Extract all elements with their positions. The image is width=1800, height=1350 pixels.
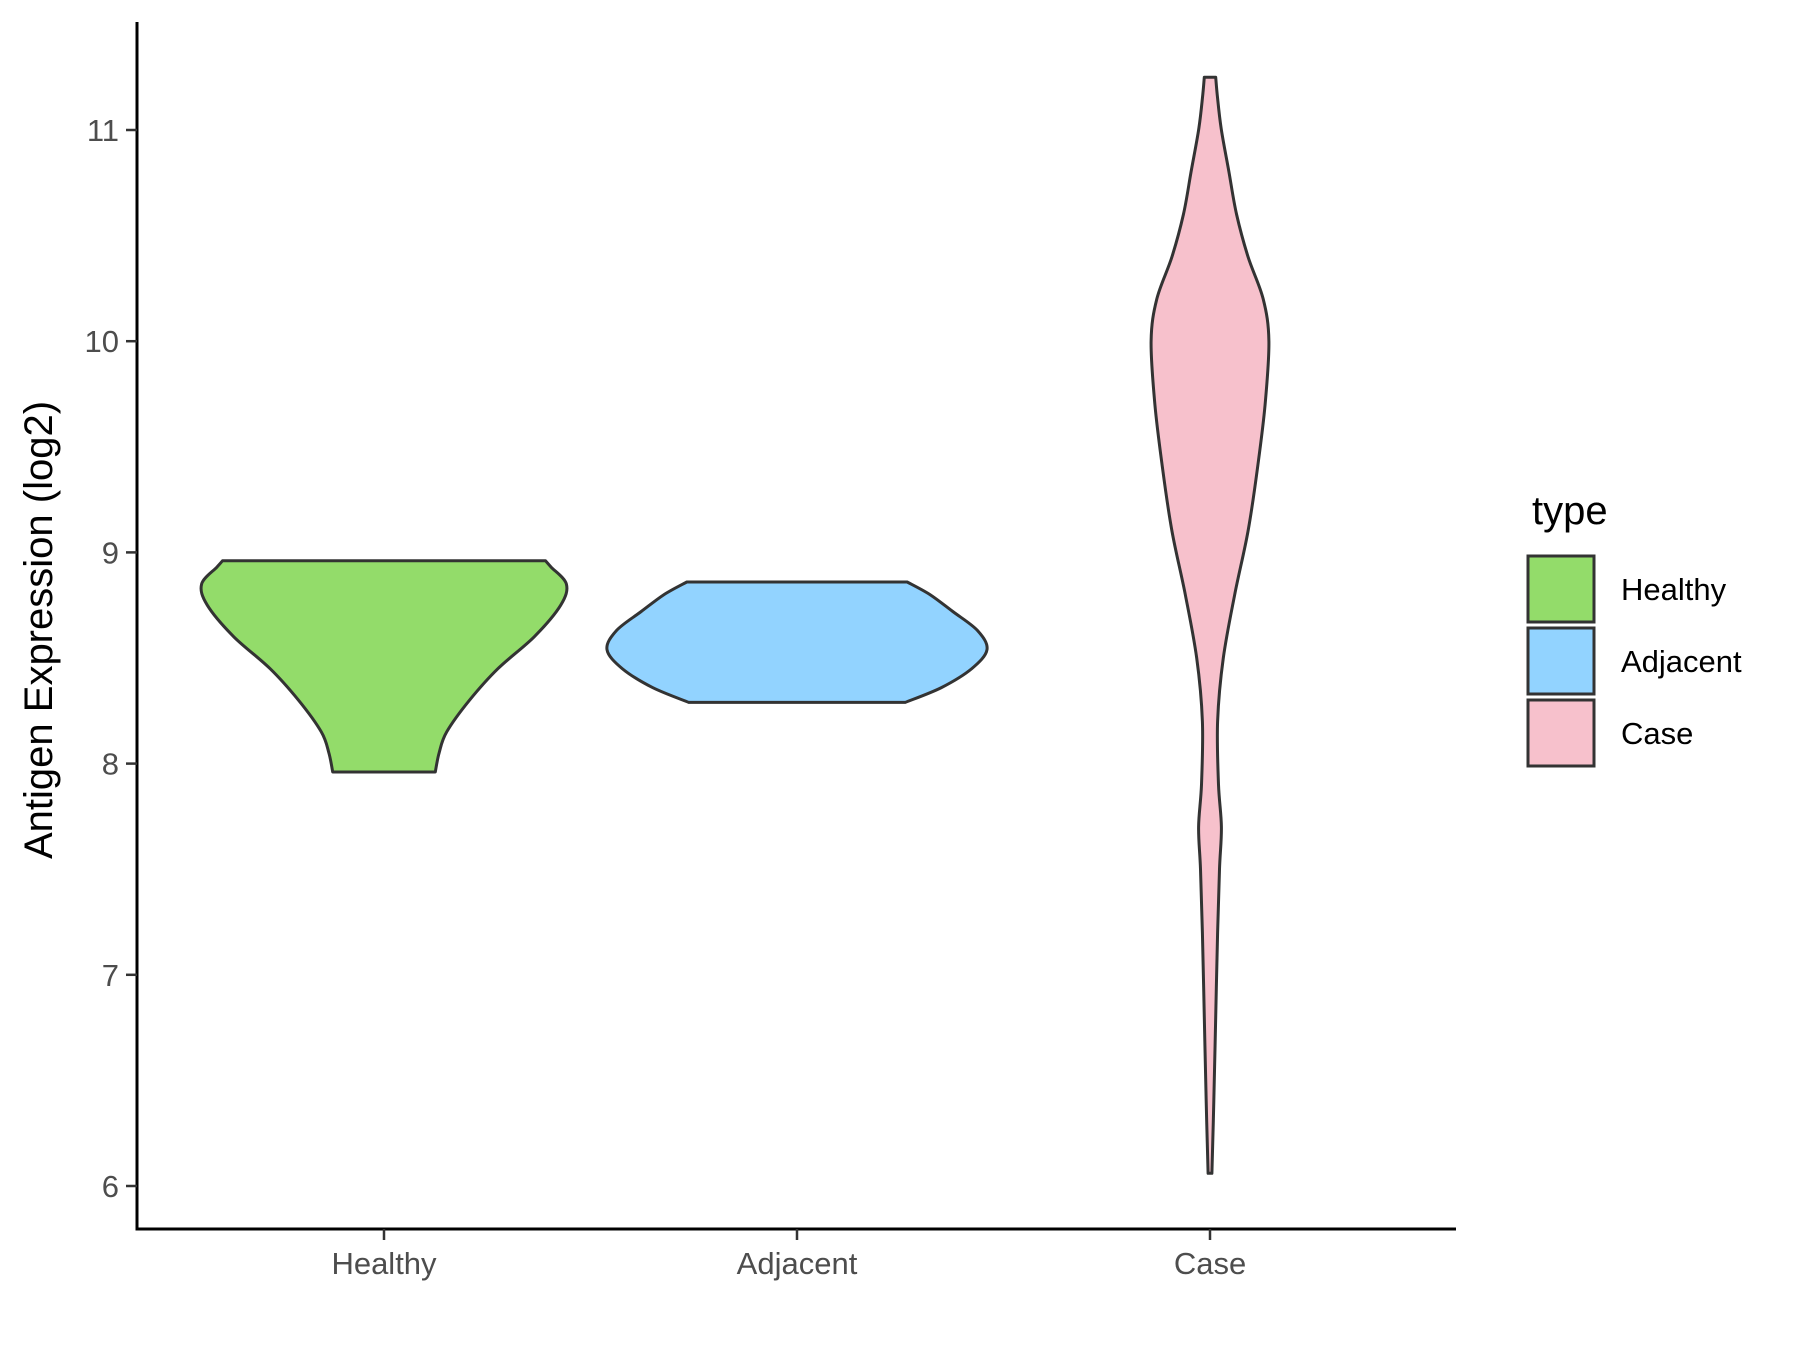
y-tick-label: 8 [102,747,119,782]
violin-case [1149,75,1271,1175]
violin-adjacent [605,580,989,704]
x-axis-ticks: Healthy Adjacent Case [331,1229,1246,1281]
legend-label: Adjacent [1621,644,1742,679]
legend: type Healthy Adjacent Case [1526,489,1742,768]
y-tick-label: 11 [87,113,119,148]
violin-healthy [199,559,569,774]
x-tick-label: Healthy [331,1246,437,1281]
y-tick-label: 9 [102,535,119,570]
y-axis-ticks: 6 7 8 9 10 11 [85,113,137,1204]
y-tick-label: 7 [102,958,119,993]
y-tick-label: 6 [102,1169,119,1204]
legend-key-healthy [1526,554,1596,624]
violin-layer [199,75,1271,1175]
legend-key-case [1526,698,1596,768]
legend-label: Healthy [1621,572,1727,607]
y-axis-title: Antigen Expression (log2) [17,401,61,859]
x-tick-label: Case [1174,1246,1246,1281]
legend-title: type [1532,489,1608,533]
legend-label: Case [1621,716,1693,751]
legend-key-adjacent [1526,626,1596,696]
y-tick-label: 10 [85,324,119,359]
x-tick-label: Adjacent [737,1246,858,1281]
